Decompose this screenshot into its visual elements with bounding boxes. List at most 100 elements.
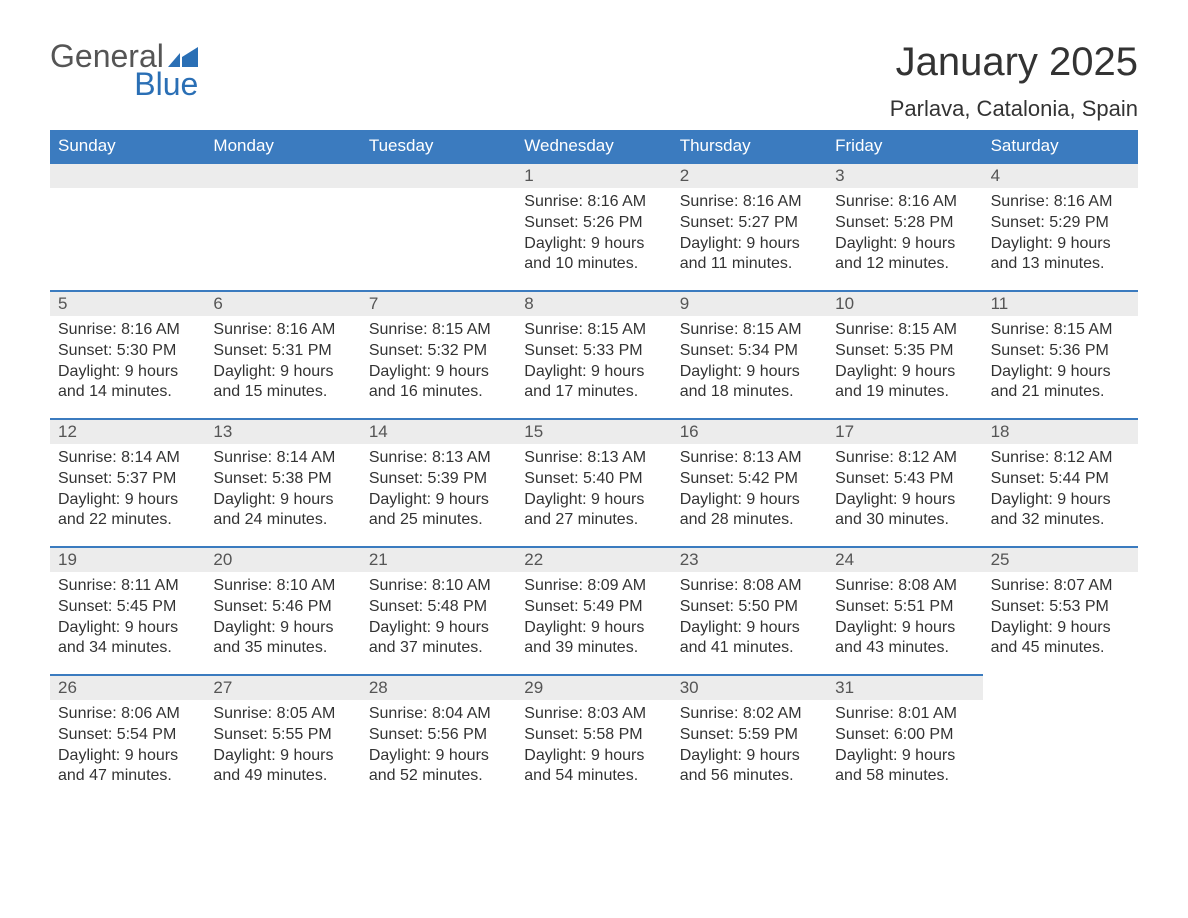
day-number: 24	[827, 546, 982, 572]
sunrise-line: Sunrise: 8:16 AM	[58, 320, 197, 341]
sunrise-line: Sunrise: 8:15 AM	[369, 320, 508, 341]
day-details: Sunrise: 8:12 AMSunset: 5:44 PMDaylight:…	[983, 444, 1138, 531]
day-details: Sunrise: 8:15 AMSunset: 5:36 PMDaylight:…	[983, 316, 1138, 403]
day-details: Sunrise: 8:05 AMSunset: 5:55 PMDaylight:…	[205, 700, 360, 787]
daylight-line-2: and 14 minutes.	[58, 382, 197, 403]
day-cell	[983, 674, 1138, 802]
daylight-line-1: Daylight: 9 hours	[58, 490, 197, 511]
weekday-header: Wednesday	[516, 130, 671, 162]
brand-logo: General Blue	[50, 40, 198, 100]
day-cell	[205, 162, 360, 290]
day-details: Sunrise: 8:09 AMSunset: 5:49 PMDaylight:…	[516, 572, 671, 659]
sunrise-line: Sunrise: 8:14 AM	[58, 448, 197, 469]
day-number: 28	[361, 674, 516, 700]
day-cell: 18Sunrise: 8:12 AMSunset: 5:44 PMDayligh…	[983, 418, 1138, 546]
sunset-line: Sunset: 5:55 PM	[213, 725, 352, 746]
daylight-line-1: Daylight: 9 hours	[369, 746, 508, 767]
day-cell: 27Sunrise: 8:05 AMSunset: 5:55 PMDayligh…	[205, 674, 360, 802]
sunrise-line: Sunrise: 8:15 AM	[835, 320, 974, 341]
day-cell: 10Sunrise: 8:15 AMSunset: 5:35 PMDayligh…	[827, 290, 982, 418]
day-cell: 25Sunrise: 8:07 AMSunset: 5:53 PMDayligh…	[983, 546, 1138, 674]
sunset-line: Sunset: 6:00 PM	[835, 725, 974, 746]
sunset-line: Sunset: 5:40 PM	[524, 469, 663, 490]
day-details: Sunrise: 8:14 AMSunset: 5:37 PMDaylight:…	[50, 444, 205, 531]
sunset-line: Sunset: 5:46 PM	[213, 597, 352, 618]
day-details: Sunrise: 8:16 AMSunset: 5:30 PMDaylight:…	[50, 316, 205, 403]
sunset-line: Sunset: 5:32 PM	[369, 341, 508, 362]
sunset-line: Sunset: 5:50 PM	[680, 597, 819, 618]
day-number: 7	[361, 290, 516, 316]
day-cell	[361, 162, 516, 290]
daylight-line-1: Daylight: 9 hours	[680, 746, 819, 767]
sunset-line: Sunset: 5:35 PM	[835, 341, 974, 362]
day-details: Sunrise: 8:03 AMSunset: 5:58 PMDaylight:…	[516, 700, 671, 787]
sunrise-line: Sunrise: 8:13 AM	[369, 448, 508, 469]
day-details: Sunrise: 8:16 AMSunset: 5:31 PMDaylight:…	[205, 316, 360, 403]
daylight-line-2: and 27 minutes.	[524, 510, 663, 531]
sunrise-line: Sunrise: 8:16 AM	[524, 192, 663, 213]
sunset-line: Sunset: 5:26 PM	[524, 213, 663, 234]
day-cell: 6Sunrise: 8:16 AMSunset: 5:31 PMDaylight…	[205, 290, 360, 418]
day-cell: 5Sunrise: 8:16 AMSunset: 5:30 PMDaylight…	[50, 290, 205, 418]
sunset-line: Sunset: 5:51 PM	[835, 597, 974, 618]
day-number: 29	[516, 674, 671, 700]
day-details: Sunrise: 8:06 AMSunset: 5:54 PMDaylight:…	[50, 700, 205, 787]
day-number: 13	[205, 418, 360, 444]
weekday-header: Sunday	[50, 130, 205, 162]
daylight-line-2: and 22 minutes.	[58, 510, 197, 531]
day-details: Sunrise: 8:15 AMSunset: 5:32 PMDaylight:…	[361, 316, 516, 403]
day-number: 2	[672, 162, 827, 188]
daylight-line-1: Daylight: 9 hours	[524, 490, 663, 511]
daylight-line-1: Daylight: 9 hours	[369, 362, 508, 383]
day-details: Sunrise: 8:15 AMSunset: 5:34 PMDaylight:…	[672, 316, 827, 403]
sunrise-line: Sunrise: 8:09 AM	[524, 576, 663, 597]
day-cell	[50, 162, 205, 290]
daylight-line-2: and 35 minutes.	[213, 638, 352, 659]
daylight-line-1: Daylight: 9 hours	[680, 618, 819, 639]
daylight-line-2: and 32 minutes.	[991, 510, 1130, 531]
day-cell: 16Sunrise: 8:13 AMSunset: 5:42 PMDayligh…	[672, 418, 827, 546]
sunset-line: Sunset: 5:43 PM	[835, 469, 974, 490]
daylight-line-2: and 47 minutes.	[58, 766, 197, 787]
day-cell: 30Sunrise: 8:02 AMSunset: 5:59 PMDayligh…	[672, 674, 827, 802]
sunrise-line: Sunrise: 8:02 AM	[680, 704, 819, 725]
day-details: Sunrise: 8:07 AMSunset: 5:53 PMDaylight:…	[983, 572, 1138, 659]
day-details: Sunrise: 8:10 AMSunset: 5:48 PMDaylight:…	[361, 572, 516, 659]
day-cell: 17Sunrise: 8:12 AMSunset: 5:43 PMDayligh…	[827, 418, 982, 546]
day-number: 12	[50, 418, 205, 444]
daylight-line-2: and 56 minutes.	[680, 766, 819, 787]
day-details: Sunrise: 8:02 AMSunset: 5:59 PMDaylight:…	[672, 700, 827, 787]
day-number: 4	[983, 162, 1138, 188]
daylight-line-1: Daylight: 9 hours	[58, 618, 197, 639]
day-cell: 14Sunrise: 8:13 AMSunset: 5:39 PMDayligh…	[361, 418, 516, 546]
day-number: 3	[827, 162, 982, 188]
day-number: 14	[361, 418, 516, 444]
daylight-line-2: and 30 minutes.	[835, 510, 974, 531]
daylight-line-2: and 19 minutes.	[835, 382, 974, 403]
day-cell: 11Sunrise: 8:15 AMSunset: 5:36 PMDayligh…	[983, 290, 1138, 418]
day-details: Sunrise: 8:11 AMSunset: 5:45 PMDaylight:…	[50, 572, 205, 659]
sunset-line: Sunset: 5:33 PM	[524, 341, 663, 362]
day-details: Sunrise: 8:08 AMSunset: 5:51 PMDaylight:…	[827, 572, 982, 659]
day-number: 10	[827, 290, 982, 316]
daylight-line-2: and 12 minutes.	[835, 254, 974, 275]
day-number: 27	[205, 674, 360, 700]
day-details: Sunrise: 8:16 AMSunset: 5:27 PMDaylight:…	[672, 188, 827, 275]
sunset-line: Sunset: 5:27 PM	[680, 213, 819, 234]
sunrise-line: Sunrise: 8:12 AM	[991, 448, 1130, 469]
daylight-line-2: and 17 minutes.	[524, 382, 663, 403]
daylight-line-2: and 54 minutes.	[524, 766, 663, 787]
daylight-line-2: and 49 minutes.	[213, 766, 352, 787]
daylight-line-1: Daylight: 9 hours	[524, 362, 663, 383]
daylight-line-1: Daylight: 9 hours	[524, 746, 663, 767]
empty-day-number	[205, 162, 360, 188]
daylight-line-2: and 13 minutes.	[991, 254, 1130, 275]
day-cell: 24Sunrise: 8:08 AMSunset: 5:51 PMDayligh…	[827, 546, 982, 674]
day-number: 15	[516, 418, 671, 444]
sunset-line: Sunset: 5:45 PM	[58, 597, 197, 618]
daylight-line-1: Daylight: 9 hours	[524, 618, 663, 639]
sunrise-line: Sunrise: 8:06 AM	[58, 704, 197, 725]
daylight-line-1: Daylight: 9 hours	[835, 618, 974, 639]
day-number: 31	[827, 674, 982, 700]
daylight-line-1: Daylight: 9 hours	[991, 234, 1130, 255]
